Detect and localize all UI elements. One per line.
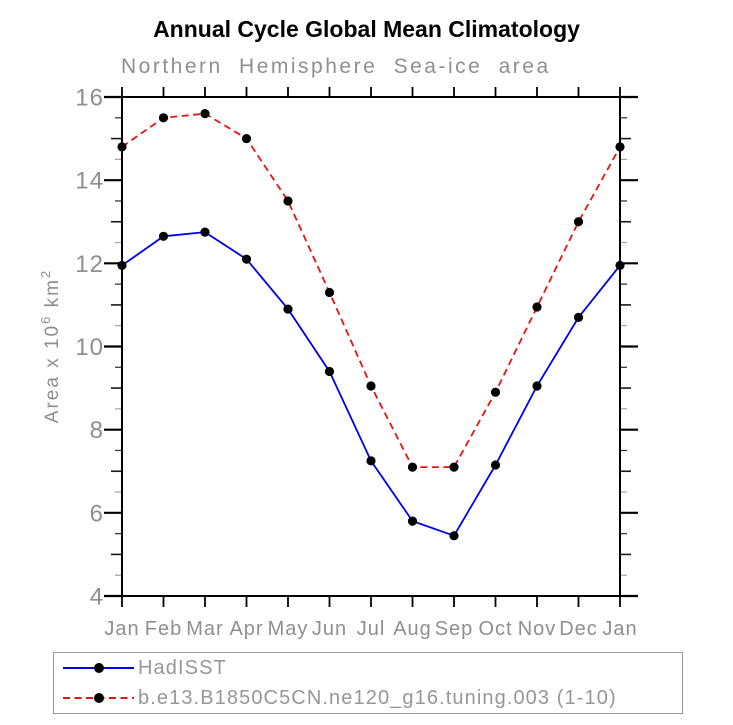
series-marker-1: [532, 302, 542, 312]
series-marker-0: [200, 227, 210, 237]
x-axis-label: Dec: [559, 618, 598, 640]
legend-label-0: HadISST: [138, 656, 227, 679]
x-axis-label: Oct: [478, 618, 512, 640]
series-marker-0: [283, 304, 293, 314]
series-marker-1: [366, 381, 376, 391]
x-axis-label: Feb: [145, 618, 182, 640]
y-axis-label: 12: [75, 251, 104, 278]
series-marker-0: [573, 312, 584, 322]
legend-box: HadISST b.e13.B1850C5CN.ne120_g16.tuning.…: [53, 652, 683, 714]
legend-label-1: b.e13.B1850C5CN.ne120_g16.tuning.003 (1-…: [138, 686, 617, 709]
legend-marker-dot-icon: [94, 663, 104, 673]
series-marker-0: [366, 456, 376, 466]
x-axis-label: Jul: [357, 618, 386, 640]
x-axis-label: Nov: [518, 618, 557, 640]
legend-swatch-dashed-line-icon: [63, 693, 134, 703]
legend-marker-dot-icon: [94, 693, 104, 703]
series-marker-0: [490, 460, 501, 470]
series-marker-1: [158, 113, 169, 123]
y-axis-label: 16: [75, 85, 104, 112]
series-marker-1: [449, 462, 459, 472]
x-axis-label: Jun: [312, 618, 347, 640]
y-axis-title: Area x 106 km2: [38, 269, 63, 423]
series-marker-1: [117, 142, 127, 152]
series-marker-0: [158, 231, 169, 241]
series-marker-0: [615, 260, 625, 271]
series-marker-1: [490, 387, 501, 397]
series-marker-1: [241, 133, 252, 144]
x-axis-label: Mar: [186, 618, 223, 640]
series-marker-1: [200, 109, 210, 119]
legend-swatch-solid-line-icon: [63, 663, 134, 673]
chart-subtitle: Northern Hemisphere Sea-ice area: [121, 55, 551, 78]
series-marker-1: [407, 462, 418, 472]
series-line-1: [121, 112, 621, 468]
chart-title: Annual Cycle Global Mean Climatology: [153, 16, 580, 42]
series-marker-1: [615, 142, 625, 152]
x-axis-label: Apr: [229, 618, 263, 640]
series-marker-0: [449, 531, 459, 541]
legend-item-0: HadISST: [63, 654, 682, 682]
y-axis-label: 4: [90, 584, 104, 611]
x-axis-label: May: [268, 618, 309, 640]
series-marker-0: [117, 260, 127, 271]
y-axis-label: 10: [75, 334, 104, 361]
plot-frame: [121, 96, 621, 597]
series-marker-0: [324, 366, 335, 377]
chart-canvas: 4 6 8 10 12 14 16 Jan Feb Mar Apr May Jun Jul Aug Sep Oc…: [38, 85, 638, 640]
y-axis-label: 8: [90, 417, 104, 444]
x-axis-label: Sep: [435, 618, 474, 640]
x-axis-label: Jan: [104, 618, 139, 640]
x-axis-label: Jan: [602, 618, 637, 640]
series-marker-0: [532, 381, 542, 391]
x-axis-label: Aug: [393, 618, 432, 640]
y-axis-label: 6: [90, 500, 104, 527]
series-marker-1: [283, 196, 293, 206]
legend-item-1: b.e13.B1850C5CN.ne120_g16.tuning.003 (1-…: [63, 684, 682, 712]
series-marker-1: [573, 217, 584, 227]
y-axis-label: 14: [75, 168, 104, 195]
series-marker-1: [324, 287, 335, 298]
series-marker-0: [407, 516, 418, 526]
series-marker-0: [241, 254, 252, 264]
